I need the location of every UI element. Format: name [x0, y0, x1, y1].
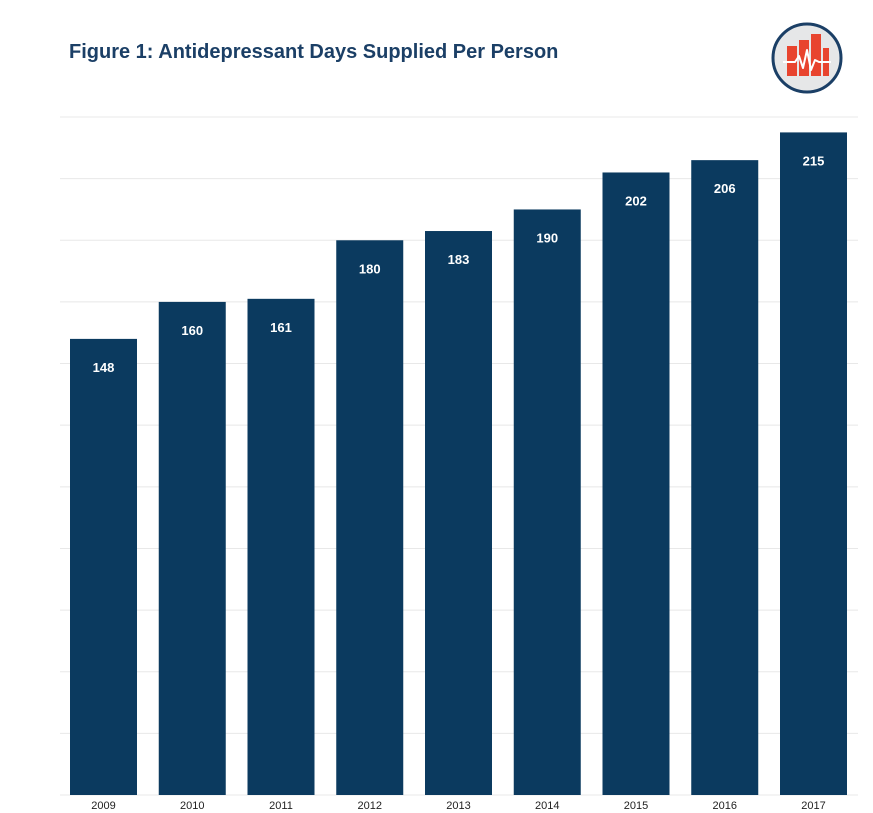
- x-tick-label: 2013: [446, 800, 470, 812]
- bar-value-labels: 148 160 161 180 183 190 202 206 215: [93, 153, 825, 374]
- x-tick-label: 2010: [180, 800, 204, 812]
- chart-title: Figure 1: Antidepressant Days Supplied P…: [69, 41, 559, 63]
- x-tick-label: 2012: [358, 800, 382, 812]
- x-tick-label: 2014: [535, 800, 559, 812]
- bar-2011: [247, 298, 315, 795]
- bar-value-label: 148: [93, 360, 115, 375]
- x-tick-label: 2015: [624, 800, 648, 812]
- x-tick-label: 2011: [269, 800, 293, 812]
- bar-value-label: 190: [536, 230, 558, 245]
- bar-2010: [158, 301, 226, 795]
- x-axis-tick-labels: 2009 2010 2011 2012 2013 2014 2015 2016 2017: [91, 800, 825, 812]
- bar-value-label: 215: [803, 153, 825, 168]
- bar-2012: [336, 240, 404, 796]
- bar-value-label: 180: [359, 261, 381, 276]
- bar-2016: [691, 160, 759, 796]
- bar-2014: [513, 209, 581, 796]
- bar-chart-heartbeat-icon: [771, 22, 843, 94]
- bar-value-label: 202: [625, 193, 647, 208]
- bar-value-label: 183: [448, 252, 470, 267]
- bar-2009: [70, 338, 137, 795]
- x-tick-label: 2016: [713, 800, 737, 812]
- bar-2013: [425, 231, 492, 795]
- bar-value-label: 160: [181, 323, 203, 338]
- bar-2017: [780, 132, 847, 796]
- bar-2015: [602, 172, 670, 796]
- bar-value-label: 206: [714, 181, 736, 196]
- x-tick-label: 2009: [91, 800, 115, 812]
- x-tick-label: 2017: [801, 800, 825, 812]
- bar-value-label: 161: [270, 320, 292, 335]
- bars: [70, 132, 847, 796]
